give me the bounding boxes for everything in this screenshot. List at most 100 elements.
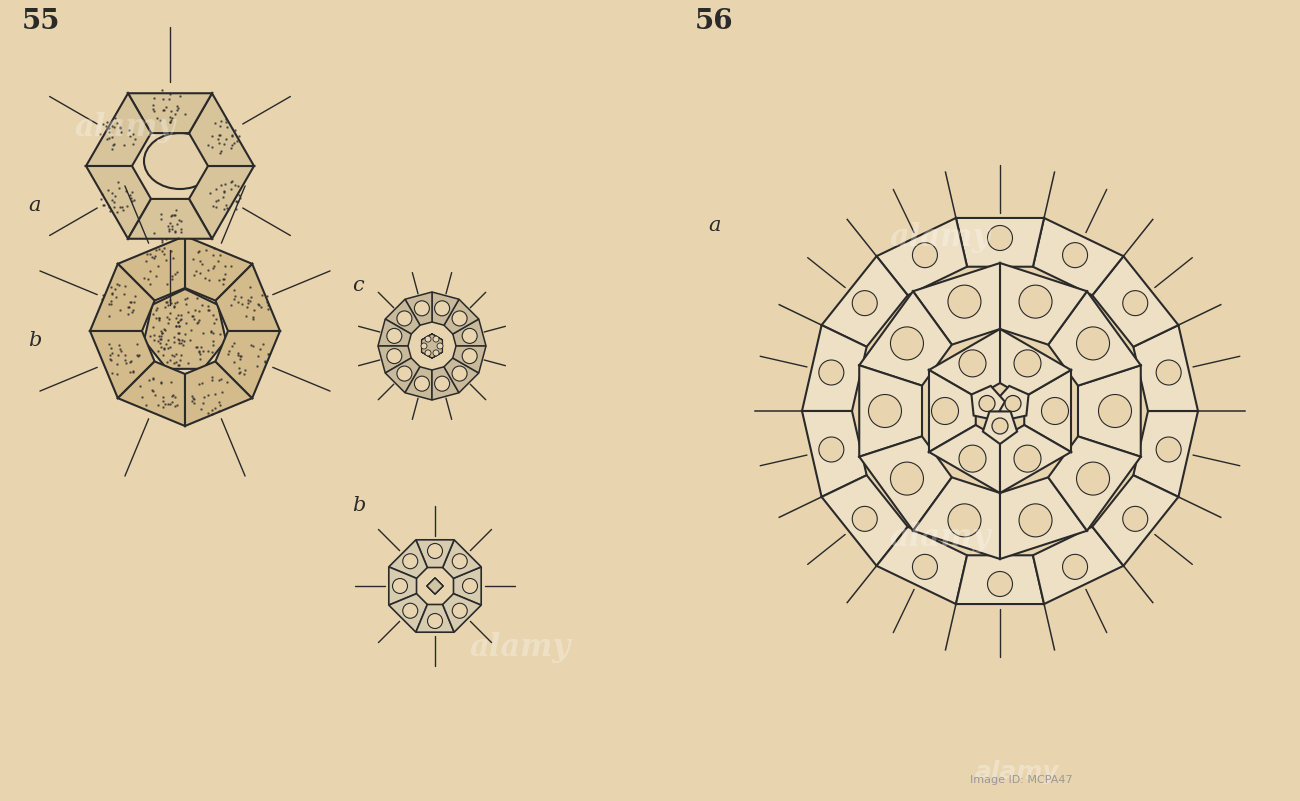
Point — [136, 399, 157, 412]
Point — [227, 347, 248, 360]
Point — [227, 296, 248, 308]
Point — [148, 312, 169, 324]
Point — [208, 396, 229, 409]
Polygon shape — [445, 300, 478, 334]
Point — [243, 312, 264, 325]
Circle shape — [819, 437, 844, 462]
Point — [156, 232, 177, 245]
Polygon shape — [406, 367, 432, 400]
Point — [209, 328, 230, 340]
Point — [204, 241, 225, 254]
Point — [139, 329, 160, 342]
Circle shape — [428, 544, 442, 558]
Point — [159, 217, 179, 230]
Point — [224, 356, 244, 368]
Polygon shape — [86, 166, 151, 239]
Point — [211, 372, 231, 385]
Point — [156, 277, 177, 290]
Point — [108, 348, 129, 361]
Point — [144, 104, 165, 117]
Polygon shape — [416, 540, 454, 568]
Point — [183, 309, 204, 322]
Point — [164, 331, 185, 344]
Point — [108, 279, 129, 292]
Point — [105, 291, 126, 304]
Point — [112, 201, 133, 214]
Point — [101, 288, 122, 301]
Point — [208, 405, 229, 417]
Point — [203, 199, 224, 212]
Circle shape — [1019, 504, 1052, 537]
Point — [104, 201, 125, 214]
Point — [144, 249, 165, 262]
Polygon shape — [802, 325, 867, 411]
Circle shape — [463, 328, 477, 344]
Point — [159, 223, 179, 235]
Polygon shape — [378, 319, 411, 346]
Point — [203, 335, 224, 348]
Point — [227, 348, 248, 361]
Point — [168, 231, 188, 244]
Point — [205, 312, 226, 325]
Circle shape — [959, 445, 985, 472]
Point — [205, 388, 226, 400]
Polygon shape — [971, 386, 1005, 420]
Point — [164, 390, 185, 403]
Point — [166, 266, 187, 279]
Point — [213, 184, 234, 197]
Polygon shape — [930, 329, 1000, 397]
Circle shape — [463, 348, 477, 364]
Point — [230, 349, 251, 362]
Circle shape — [1019, 285, 1052, 318]
Point — [257, 302, 278, 315]
Point — [152, 92, 173, 105]
Point — [111, 344, 131, 357]
Circle shape — [387, 328, 402, 344]
Point — [208, 133, 229, 146]
Text: alamy: alamy — [75, 112, 176, 143]
Circle shape — [421, 343, 426, 349]
Point — [222, 139, 243, 152]
Point — [186, 292, 207, 304]
Point — [187, 340, 208, 353]
Point — [251, 301, 272, 314]
Point — [120, 130, 140, 143]
Polygon shape — [216, 264, 280, 331]
Point — [192, 327, 213, 340]
Point — [168, 308, 188, 321]
Point — [168, 213, 188, 226]
Polygon shape — [421, 334, 442, 358]
Point — [122, 365, 143, 378]
Point — [103, 139, 124, 151]
Point — [122, 364, 143, 377]
Polygon shape — [956, 555, 1044, 604]
Point — [170, 223, 191, 235]
Circle shape — [1062, 554, 1088, 579]
Point — [168, 316, 188, 328]
Point — [109, 339, 130, 352]
Point — [99, 201, 120, 214]
Circle shape — [1005, 396, 1020, 412]
Point — [152, 244, 173, 257]
Point — [165, 209, 186, 222]
Circle shape — [853, 291, 878, 316]
Circle shape — [396, 366, 412, 381]
Point — [221, 183, 242, 195]
Point — [146, 312, 166, 324]
Circle shape — [1076, 462, 1109, 495]
Circle shape — [428, 614, 442, 629]
Circle shape — [913, 554, 937, 579]
Point — [237, 300, 257, 313]
Point — [170, 348, 191, 361]
Point — [169, 336, 190, 349]
Point — [257, 347, 278, 360]
Polygon shape — [994, 386, 1028, 420]
Point — [213, 191, 234, 203]
Circle shape — [452, 553, 467, 569]
Polygon shape — [90, 264, 155, 331]
Circle shape — [868, 395, 901, 428]
Polygon shape — [1092, 256, 1178, 347]
Point — [155, 324, 176, 336]
Point — [247, 360, 268, 372]
Point — [157, 341, 178, 354]
